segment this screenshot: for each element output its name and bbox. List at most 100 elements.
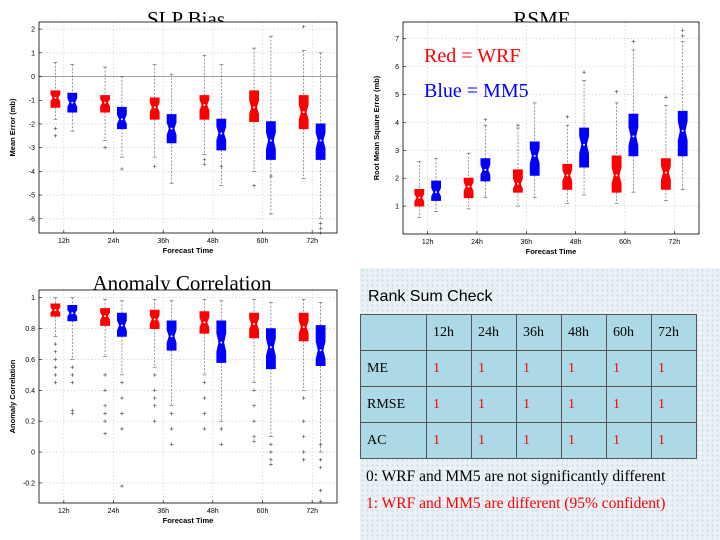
x-tick-label: 48h	[207, 508, 219, 515]
median-marker	[566, 174, 569, 177]
y-tick-label: 1	[31, 50, 35, 57]
rank-sum-table: 12h 24h 36h 48h 60h 72h ME 1 1 1 1 1 1 R…	[360, 314, 697, 459]
mm5-box	[216, 118, 227, 151]
y-axis-label: Mean Error (mb)	[8, 98, 17, 156]
outlier-point	[301, 457, 306, 462]
table-cell: 1	[561, 386, 607, 423]
wrf-box	[562, 163, 573, 190]
x-tick-label: 12h	[58, 238, 70, 245]
significance-note-0: 0: WRF and MM5 are not significantly dif…	[366, 468, 666, 485]
median-marker	[71, 101, 74, 104]
wrf-box	[249, 312, 260, 339]
wrf-box	[513, 169, 523, 193]
y-tick-label: 0.6	[25, 357, 35, 364]
outlier-point	[152, 164, 157, 169]
table-cell: 1	[471, 422, 517, 459]
outlier-point	[318, 465, 323, 470]
y-tick-label: 1	[31, 295, 35, 302]
median-marker	[54, 309, 57, 312]
outlier-point	[219, 442, 224, 447]
outlier-point	[252, 388, 256, 393]
outlier-point	[318, 226, 323, 231]
wrf-box	[100, 95, 110, 113]
outlier-point	[103, 419, 107, 423]
median-marker	[170, 335, 173, 338]
x-tick-label: 24h	[108, 238, 120, 245]
table-header-cell: 72h	[651, 314, 697, 351]
y-tick-label: 2	[395, 176, 399, 183]
table-cell: 1	[606, 422, 652, 459]
x-tick-label: 36h	[520, 239, 532, 246]
outlier-point	[103, 373, 107, 377]
y-tick-label: -3	[29, 145, 35, 152]
y-tick-label: 0	[31, 450, 35, 457]
outlier-point	[664, 95, 668, 100]
x-tick-label: 72h	[306, 508, 318, 515]
x-tick-label: 24h	[108, 508, 120, 515]
table-cell: 1	[561, 350, 607, 387]
outlier-point	[53, 373, 58, 377]
x-tick-label: 60h	[257, 508, 269, 515]
outlier-point	[301, 450, 306, 454]
median-marker	[203, 321, 206, 324]
outlier-point	[120, 484, 124, 488]
y-tick-label: 0	[31, 74, 35, 81]
median-marker	[253, 322, 256, 325]
mm5-box	[677, 110, 688, 157]
y-tick-label: 2	[31, 27, 35, 34]
table-cell: 1	[651, 422, 697, 459]
wrf-box	[611, 155, 622, 193]
y-tick-label: 0.4	[25, 388, 35, 395]
mm5-box	[579, 127, 589, 168]
outlier-point	[565, 115, 570, 119]
outlier-point	[614, 89, 619, 94]
x-tick-label: 48h	[207, 238, 219, 245]
median-marker	[104, 101, 107, 104]
table-cell: 1	[516, 422, 562, 459]
median-marker	[632, 135, 635, 138]
outlier-point	[53, 380, 58, 385]
outlier-point	[516, 123, 520, 128]
outlier-point	[269, 462, 273, 467]
outlier-point	[70, 411, 75, 416]
x-tick-label: 12h	[422, 239, 434, 246]
rank-sum-panel: Rank Sum Check 12h 24h 36h 48h 60h 72h M…	[360, 268, 720, 540]
outlier-point	[301, 419, 306, 423]
mm5-box	[628, 113, 639, 157]
table-cell: 1	[606, 386, 652, 423]
outlier-point	[680, 28, 685, 33]
mm5-box	[117, 106, 127, 130]
outlier-point	[120, 380, 124, 385]
outlier-point	[53, 126, 58, 131]
outlier-point	[219, 427, 224, 431]
table-cell: 1	[561, 422, 607, 459]
y-tick-label: -4	[29, 169, 35, 176]
x-tick-label: 36h	[157, 508, 169, 515]
table-row: RMSE 1 1 1 1 1 1	[360, 386, 697, 423]
y-tick-label: 5	[395, 92, 399, 99]
plot-area	[403, 22, 699, 234]
table-header-row: 12h 24h 36h 48h 60h 72h	[360, 314, 697, 351]
outlier-point	[252, 439, 256, 444]
median-marker	[319, 349, 322, 352]
plot-frame	[402, 21, 700, 235]
outlier-point	[70, 365, 75, 369]
median-marker	[467, 185, 470, 188]
outlier-point	[202, 162, 207, 167]
slp-bias-plot: 2 1 0 -1 -2 -3 -4 -5 -6 12h 24h 36h 48h 60h 72h Forecas…	[8, 21, 338, 255]
y-tick-label: 3	[395, 148, 399, 155]
wrf-box	[463, 177, 474, 199]
x-tick-label: 12h	[58, 508, 70, 515]
median-marker	[319, 139, 322, 142]
wrf-box	[249, 90, 260, 122]
median-marker	[153, 318, 156, 321]
outlier-point	[103, 403, 107, 408]
rank-sum-title: Rank Sum Check	[368, 288, 493, 305]
plot-area	[39, 22, 337, 233]
outlier-point	[152, 388, 157, 393]
x-tick-label: 72h	[668, 239, 680, 246]
table-header-cell: 48h	[561, 314, 607, 351]
outlier-point	[318, 221, 323, 226]
x-axis-label: Forecast Time	[526, 247, 577, 256]
median-marker	[153, 106, 156, 109]
